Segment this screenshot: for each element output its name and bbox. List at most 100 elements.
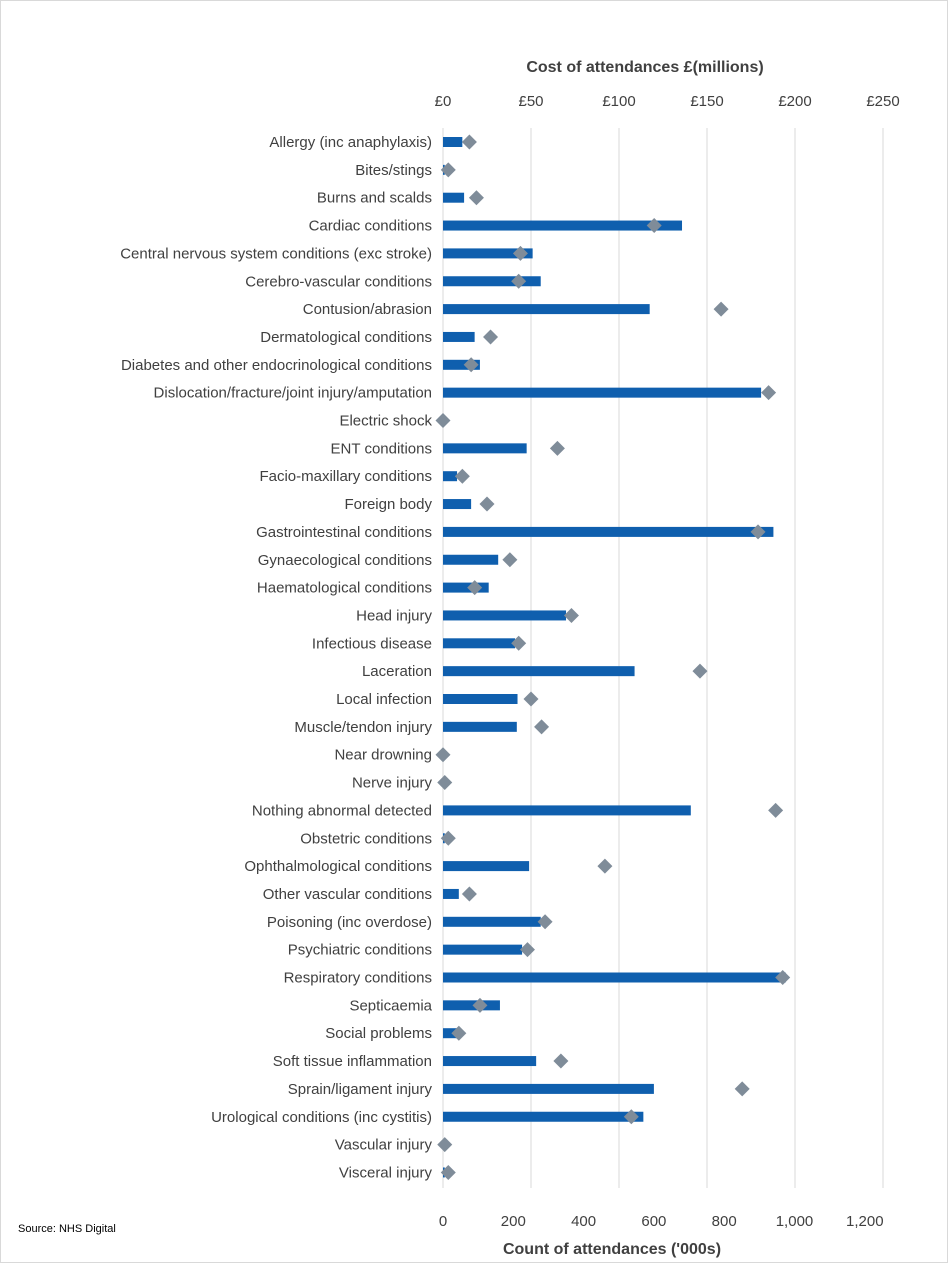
bottom-tick-label: 1,200	[846, 1213, 884, 1230]
bar	[443, 387, 762, 398]
category-label: Nothing abnormal detected	[252, 802, 432, 819]
category-label: Dermatological conditions	[260, 329, 432, 346]
cost-marker	[523, 691, 539, 707]
category-label: ENT conditions	[331, 440, 432, 457]
bar	[443, 888, 459, 899]
cost-marker	[435, 747, 451, 763]
bar	[443, 805, 691, 816]
cost-marker	[563, 607, 579, 623]
category-label: Cerebro-vascular conditions	[245, 273, 432, 290]
cost-marker	[511, 273, 527, 289]
top-tick-label: £200	[778, 93, 811, 110]
cost-marker	[461, 886, 477, 902]
cost-marker	[537, 914, 553, 930]
category-label: Diabetes and other endocrinological cond…	[121, 357, 432, 374]
category-label: Ophthalmological conditions	[244, 858, 432, 875]
category-label: Electric shock	[339, 413, 432, 430]
bar	[443, 638, 516, 649]
cost-marker	[519, 942, 535, 958]
category-label: Infectious disease	[312, 635, 432, 652]
cost-marker	[646, 218, 662, 234]
bar	[443, 694, 518, 704]
category-labels: Allergy (inc anaphylaxis) Bites/stings Bur…	[120, 134, 432, 1181]
cost-marker	[468, 190, 484, 206]
category-label: Other vascular conditions	[263, 886, 432, 903]
bar	[443, 220, 683, 231]
bar	[443, 944, 523, 955]
cost-marker	[479, 496, 495, 512]
cost-marker	[451, 1025, 467, 1041]
category-label: Bites/stings	[355, 162, 432, 179]
bar	[443, 916, 541, 927]
bar	[443, 359, 480, 370]
cost-marker	[692, 663, 708, 679]
cost-marker	[597, 858, 613, 874]
cost-marker	[437, 775, 453, 791]
cost-marker	[775, 970, 791, 985]
category-label: Facio-maxillary conditions	[259, 468, 432, 485]
bar	[443, 443, 527, 454]
category-label: Septicaemia	[349, 997, 432, 1014]
cost-marker	[761, 385, 777, 401]
category-label: Visceral injury	[339, 1164, 433, 1181]
top-axis-title: Cost of attendances £(millions)	[526, 59, 763, 76]
bar	[443, 499, 472, 510]
bottom-tick-label: 400	[571, 1213, 596, 1230]
cost-marker	[549, 440, 565, 456]
bottom-tick-label: 0	[439, 1213, 447, 1230]
bar	[443, 861, 530, 872]
cost-marker	[454, 468, 470, 484]
bottom-tick-label: 1,000	[776, 1213, 814, 1230]
category-label: Sprain/ligament injury	[288, 1081, 433, 1098]
cost-marker	[502, 552, 518, 568]
category-label: Urological conditions (inc cystitis)	[211, 1109, 432, 1126]
bar	[443, 972, 786, 983]
cost-marker	[553, 1053, 569, 1069]
top-tick-label: £250	[866, 93, 899, 110]
category-label: Laceration	[362, 663, 432, 680]
bar	[443, 248, 533, 259]
category-label: Gynaecological conditions	[258, 552, 432, 569]
category-label: Head injury	[356, 607, 432, 624]
top-tick-label: £100	[602, 93, 635, 110]
bar	[443, 1111, 644, 1122]
category-label: Allergy (inc anaphylaxis)	[269, 134, 432, 151]
category-label: Foreign body	[344, 496, 432, 513]
category-label: Central nervous system conditions (exc s…	[120, 245, 432, 262]
bar	[443, 1083, 654, 1094]
bottom-tick-label: 600	[641, 1213, 666, 1230]
category-label: Dislocation/fracture/joint injury/amputa…	[154, 385, 432, 402]
bar	[443, 304, 650, 315]
cost-marker	[734, 1081, 750, 1097]
cost-marker	[623, 1109, 639, 1125]
bar	[443, 331, 475, 342]
category-label: Gastrointestinal conditions	[256, 524, 432, 541]
cost-marker	[461, 134, 477, 150]
bar	[443, 1000, 500, 1011]
bar	[443, 666, 635, 677]
top-tick-label: £0	[435, 93, 452, 110]
category-label: Vascular injury	[335, 1137, 433, 1154]
bar	[443, 471, 458, 482]
bar	[443, 276, 541, 287]
bar	[443, 582, 489, 593]
cost-marker	[437, 1137, 453, 1153]
category-label: Muscle/tendon injury	[294, 719, 432, 736]
bar	[443, 1056, 537, 1067]
source-note: Source: NHS Digital	[18, 1223, 116, 1235]
category-label: Cardiac conditions	[309, 218, 432, 235]
category-label: Local infection	[336, 691, 432, 708]
bar	[443, 526, 774, 537]
category-label: Haematological conditions	[257, 580, 432, 597]
bar	[443, 721, 517, 732]
bar	[443, 1028, 458, 1039]
category-label: Psychiatric conditions	[288, 942, 432, 959]
cost-marker	[467, 580, 483, 596]
cost-marker	[768, 802, 784, 818]
bottom-tick-label: 200	[501, 1213, 526, 1230]
cost-marker	[713, 301, 729, 317]
cost-marker	[512, 245, 528, 261]
bar	[443, 137, 463, 147]
